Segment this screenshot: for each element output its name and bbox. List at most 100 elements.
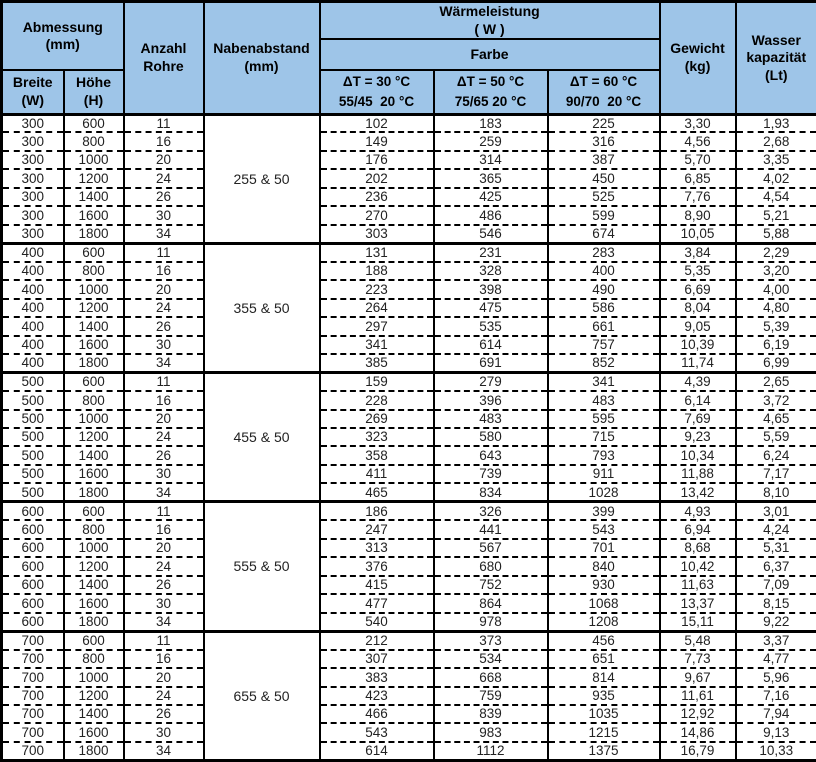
cell-breite: 500 bbox=[0, 390, 65, 411]
cell-wasser: 4,80 bbox=[734, 297, 816, 319]
cell-rohre: 24 bbox=[122, 426, 205, 448]
cell-rohre: 20 bbox=[122, 408, 205, 429]
header-gewicht: Gewicht (kg) bbox=[658, 0, 737, 115]
cell-gewicht: 13,42 bbox=[658, 482, 737, 503]
cell-hoehe: 800 bbox=[62, 260, 125, 282]
cell-hoehe: 1400 bbox=[62, 316, 125, 337]
cell-wasser: 3,01 bbox=[734, 500, 816, 522]
cell-hoehe: 1000 bbox=[62, 408, 125, 429]
cell-wasser: 3,37 bbox=[734, 629, 816, 651]
cell-dt60: 456 bbox=[546, 629, 661, 651]
cell-rohre: 30 bbox=[122, 593, 205, 614]
cell-wasser: 4,65 bbox=[734, 408, 816, 429]
cell-hoehe: 800 bbox=[62, 519, 125, 540]
cell-dt50: 580 bbox=[432, 426, 549, 448]
table-row: 300 1200 24 202 365 450 6,85 4,02 bbox=[0, 168, 816, 189]
cell-breite: 600 bbox=[0, 611, 65, 633]
cell-dt50: 691 bbox=[432, 353, 549, 374]
cell-dt30: 423 bbox=[318, 685, 435, 707]
cell-dt30: 270 bbox=[318, 205, 435, 226]
cell-dt50: 279 bbox=[432, 371, 549, 393]
cell-hoehe: 1800 bbox=[62, 740, 125, 762]
cell-gewicht: 4,56 bbox=[658, 131, 737, 152]
cell-rohre: 16 bbox=[122, 131, 205, 152]
cell-gewicht: 3,30 bbox=[658, 112, 737, 134]
cell-dt60: 674 bbox=[546, 223, 661, 245]
cell-dt50: 983 bbox=[432, 722, 549, 743]
cell-rohre: 26 bbox=[122, 186, 205, 208]
cell-dt50: 231 bbox=[432, 241, 549, 263]
cell-dt30: 466 bbox=[318, 703, 435, 725]
cell-breite: 700 bbox=[0, 629, 65, 651]
cell-dt60: 341 bbox=[546, 371, 661, 393]
cell-dt30: 307 bbox=[318, 648, 435, 670]
cell-breite: 700 bbox=[0, 667, 65, 688]
cell-hoehe: 800 bbox=[62, 648, 125, 670]
cell-dt30: 102 bbox=[318, 112, 435, 134]
cell-hoehe: 1800 bbox=[62, 611, 125, 633]
cell-wasser: 7,09 bbox=[734, 574, 816, 596]
cell-hoehe: 1200 bbox=[62, 685, 125, 707]
cell-dt60: 930 bbox=[546, 574, 661, 596]
table-row: 500 1600 30 411 739 911 11,88 7,17 bbox=[0, 463, 816, 485]
cell-rohre: 34 bbox=[122, 223, 205, 245]
cell-rohre: 24 bbox=[122, 685, 205, 707]
cell-rohre: 34 bbox=[122, 740, 205, 762]
cell-dt60: 651 bbox=[546, 648, 661, 670]
cell-dt30: 247 bbox=[318, 519, 435, 540]
cell-rohre: 26 bbox=[122, 445, 205, 466]
cell-rohre: 34 bbox=[122, 482, 205, 503]
cell-dt60: 661 bbox=[546, 316, 661, 337]
cell-dt50: 614 bbox=[432, 334, 549, 356]
cell-wasser: 5,88 bbox=[734, 223, 816, 245]
cell-wasser: 4,02 bbox=[734, 168, 816, 189]
cell-breite: 300 bbox=[0, 149, 65, 171]
cell-rohre: 16 bbox=[122, 519, 205, 540]
cell-dt50: 739 bbox=[432, 463, 549, 485]
cell-dt60: 543 bbox=[546, 519, 661, 540]
cell-gewicht: 6,69 bbox=[658, 279, 737, 300]
cell-rohre: 16 bbox=[122, 260, 205, 282]
cell-rohre: 26 bbox=[122, 574, 205, 596]
cell-breite: 500 bbox=[0, 482, 65, 503]
cell-wasser: 5,31 bbox=[734, 537, 816, 559]
cell-dt30: 358 bbox=[318, 445, 435, 466]
cell-hoehe: 800 bbox=[62, 390, 125, 411]
header-wasser-kapazitaet: Wasser kapazität (Lt) bbox=[734, 0, 816, 115]
cell-hoehe: 600 bbox=[62, 371, 125, 393]
cell-gewicht: 5,70 bbox=[658, 149, 737, 171]
table-row: 600 1600 30 477 864 1068 13,37 8,15 bbox=[0, 593, 816, 614]
cell-hoehe: 1000 bbox=[62, 149, 125, 171]
cell-rohre: 30 bbox=[122, 334, 205, 356]
table-row: 600 800 16 247 441 543 6,94 4,24 bbox=[0, 519, 816, 540]
cell-dt30: 269 bbox=[318, 408, 435, 429]
cell-hoehe: 600 bbox=[62, 241, 125, 263]
cell-hoehe: 1000 bbox=[62, 537, 125, 559]
cell-hoehe: 1400 bbox=[62, 445, 125, 466]
table-row: 400 1800 34 385 691 852 11,74 6,99 bbox=[0, 353, 816, 374]
cell-wasser: 3,35 bbox=[734, 149, 816, 171]
cell-dt50: 183 bbox=[432, 112, 549, 134]
cell-rohre: 34 bbox=[122, 353, 205, 374]
table-row: 700 1400 26 466 839 1035 12,92 7,94 bbox=[0, 703, 816, 725]
cell-gewicht: 3,84 bbox=[658, 241, 737, 263]
table-row: 500 1000 20 269 483 595 7,69 4,65 bbox=[0, 408, 816, 429]
table-row: 500 800 16 228 396 483 6,14 3,72 bbox=[0, 390, 816, 411]
cell-dt60: 586 bbox=[546, 297, 661, 319]
cell-gewicht: 11,74 bbox=[658, 353, 737, 374]
cell-dt60: 525 bbox=[546, 186, 661, 208]
cell-breite: 700 bbox=[0, 685, 65, 707]
cell-hoehe: 1800 bbox=[62, 353, 125, 374]
cell-dt60: 490 bbox=[546, 279, 661, 300]
cell-dt50: 328 bbox=[432, 260, 549, 282]
header-hoehe: Höhe (H) bbox=[62, 69, 125, 115]
cell-nabenabstand: 255 & 50 bbox=[202, 112, 321, 245]
cell-rohre: 26 bbox=[122, 316, 205, 337]
header-nabenabstand: Nabenabstand (mm) bbox=[202, 0, 321, 115]
table-row: 600 1400 26 415 752 930 11,63 7,09 bbox=[0, 574, 816, 596]
cell-dt30: 236 bbox=[318, 186, 435, 208]
cell-dt60: 387 bbox=[546, 149, 661, 171]
cell-gewicht: 11,61 bbox=[658, 685, 737, 707]
cell-dt50: 752 bbox=[432, 574, 549, 596]
cell-rohre: 20 bbox=[122, 537, 205, 559]
